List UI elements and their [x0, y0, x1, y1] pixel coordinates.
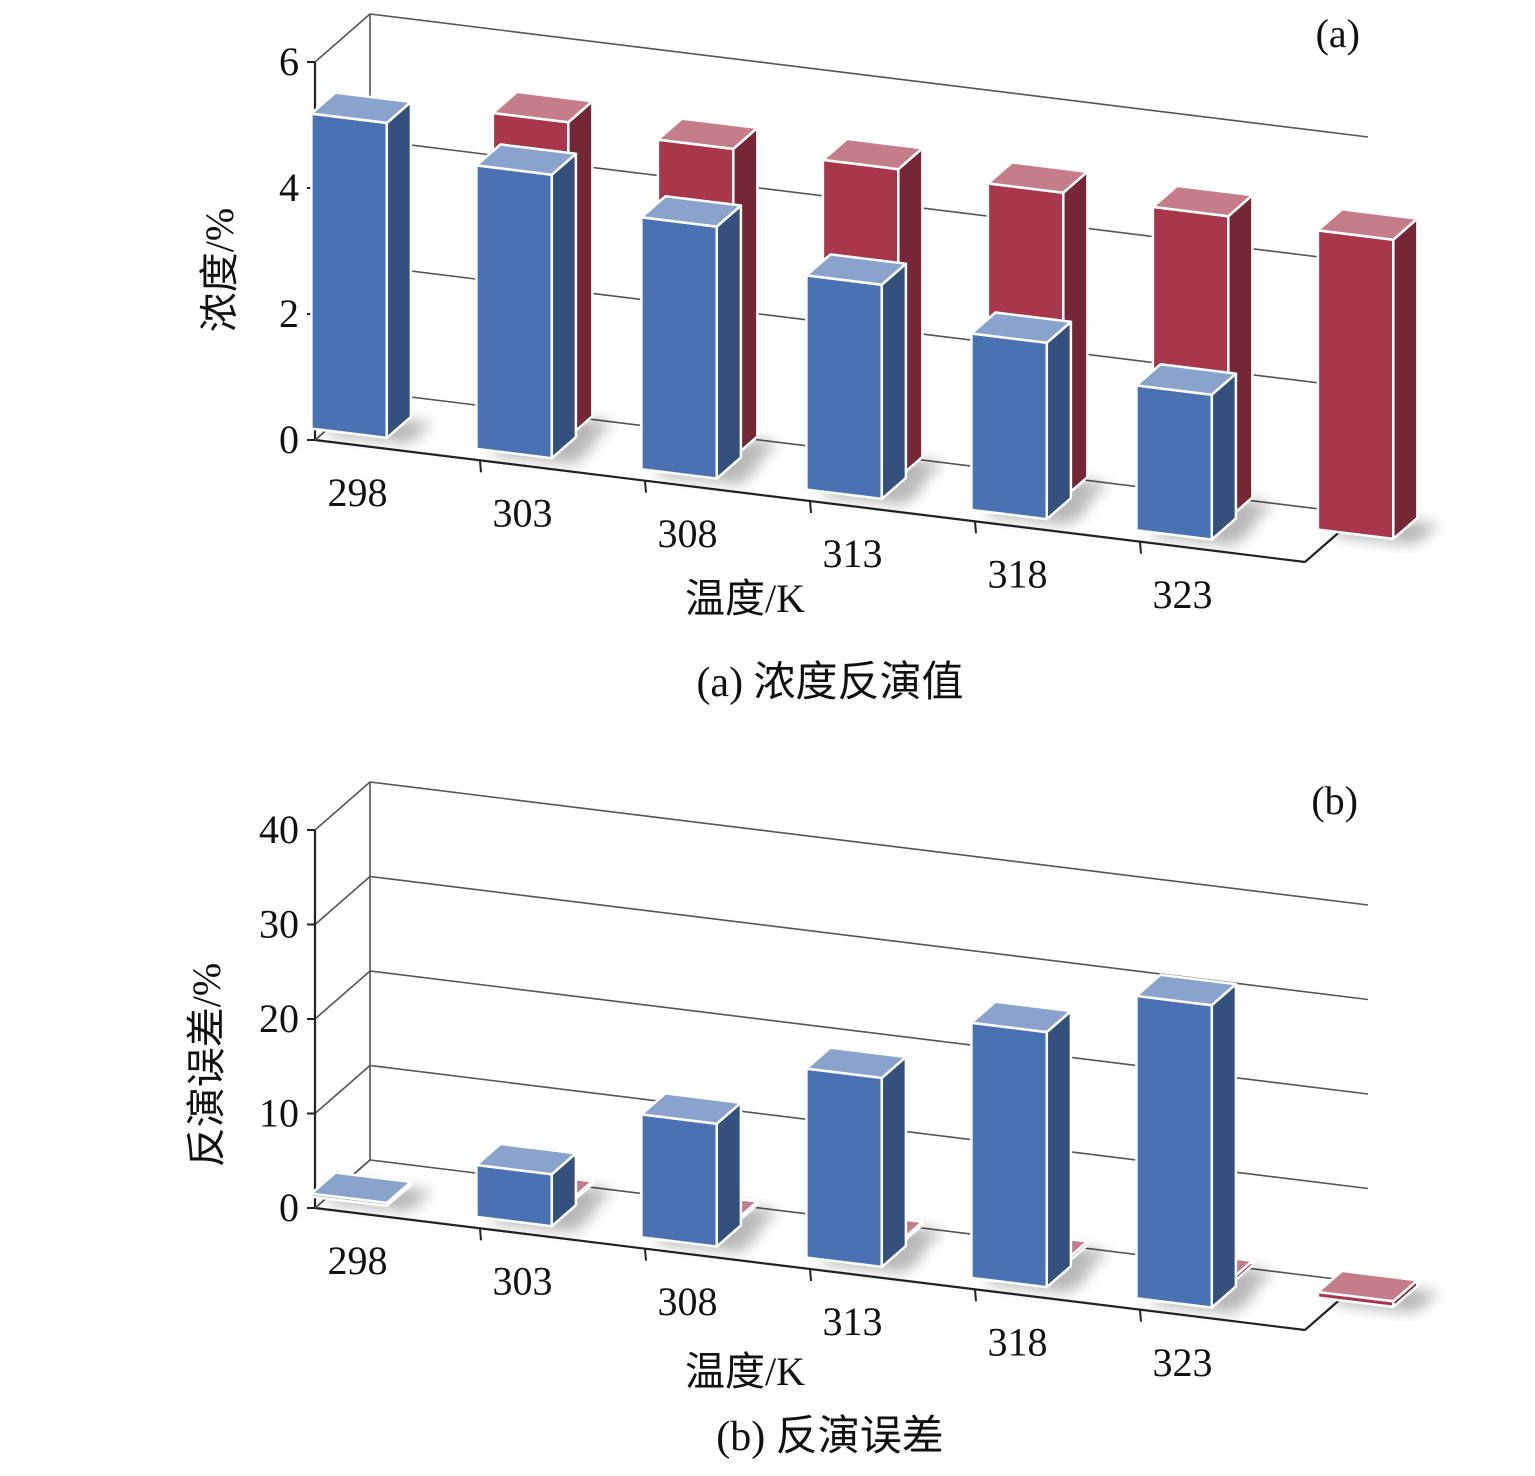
x-tick-label: 298	[328, 1238, 388, 1283]
bar	[970, 1000, 1093, 1294]
bar	[640, 1092, 763, 1253]
bar	[1316, 208, 1440, 545]
panel-b-ylabel: 反演误差/%	[184, 963, 229, 1167]
y-tick-label: 20	[259, 996, 299, 1041]
panel-b-caption: (b) 反演误差	[716, 1414, 943, 1460]
y-tick-label: 0	[279, 1185, 299, 1230]
panel-b: 0 10 20 30 40 298 303 308 313 318 323 (b) 反演误差/% 温…	[184, 778, 1440, 1460]
x-tick-label: 313	[823, 1299, 883, 1344]
x-tick-label: 303	[493, 1259, 553, 1304]
bar	[805, 253, 928, 505]
y-tick-label: 10	[259, 1091, 299, 1136]
panel-a-xlabel: 温度/K	[685, 576, 805, 621]
bar	[970, 311, 1093, 526]
y-tick-label: 6	[279, 39, 299, 84]
x-tick	[644, 1248, 647, 1261]
bar	[640, 194, 763, 485]
x-tick-label: 323	[1153, 572, 1213, 617]
bar	[1135, 363, 1258, 546]
panel-b-bars	[310, 973, 1440, 1314]
panel-b-ticks: 0 10 20 30 40 298 303 308 313 318 323	[259, 807, 1213, 1385]
panel-a-tag: (a)	[1316, 11, 1360, 56]
x-tick	[809, 1268, 812, 1282]
x-tick	[479, 460, 482, 473]
bar	[805, 1046, 928, 1273]
bar	[475, 1142, 598, 1233]
panel-a-ylabel: 浓度/%	[197, 208, 242, 332]
y-tick-label: 30	[259, 902, 299, 947]
bar	[310, 91, 433, 444]
panel-a-caption: (a) 浓度反演值	[696, 660, 963, 706]
x-tick	[974, 521, 977, 534]
gridline	[307, 13, 1369, 138]
x-tick-label: 318	[988, 552, 1048, 597]
x-tick-label: 313	[823, 531, 883, 576]
panel-b-xlabel: 温度/K	[685, 1349, 805, 1394]
y-tick-label: 2	[279, 291, 299, 336]
x-tick-label: 318	[988, 1320, 1048, 1365]
x-tick	[644, 480, 647, 493]
x-tick	[974, 1289, 977, 1302]
x-tick-label: 303	[493, 491, 553, 536]
panel-a: 0 2 4 6 298 303 308 313 318 323 (a) 浓度/% 温度/K (a)…	[197, 11, 1440, 706]
x-tick	[1139, 1309, 1142, 1322]
bar	[310, 1171, 433, 1212]
y-tick-label: 40	[259, 807, 299, 852]
x-tick-label: 298	[328, 470, 388, 515]
y-tick-label: 0	[279, 417, 299, 462]
bar	[1135, 973, 1258, 1314]
y-tick-label: 4	[279, 165, 299, 210]
x-tick	[479, 1228, 482, 1241]
panel-a-bars	[310, 90, 1440, 546]
panel-b-tag: (b)	[1311, 778, 1358, 823]
gridline	[307, 781, 1369, 906]
x-tick	[809, 500, 812, 514]
panel-a-ticks: 0 2 4 6 298 303 308 313 318 323	[279, 39, 1213, 617]
x-tick-label: 308	[658, 511, 718, 556]
x-tick-label: 308	[658, 1279, 718, 1324]
x-tick-label: 323	[1153, 1340, 1213, 1385]
x-tick	[1139, 541, 1142, 554]
bar	[1316, 1269, 1440, 1313]
bar	[475, 143, 598, 465]
